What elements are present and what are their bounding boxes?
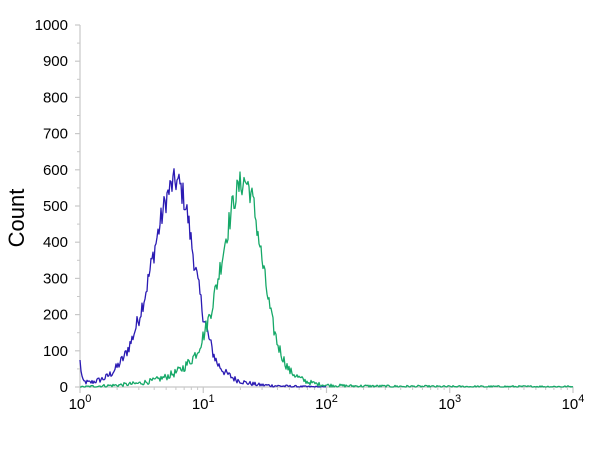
series-layer — [79, 168, 574, 388]
labels: Count 0100200300400500600700800900100010… — [4, 17, 584, 413]
y-axis-title: Count — [4, 189, 29, 248]
y-tick-label: 400 — [43, 234, 68, 251]
y-tick-label: 200 — [43, 307, 68, 324]
y-tick-label: 500 — [43, 198, 68, 215]
y-tick-label: 1000 — [35, 17, 68, 34]
x-tick-label: 103 — [438, 393, 461, 413]
x-tick-label: 101 — [192, 393, 215, 413]
axes — [75, 24, 574, 393]
histogram-series-1 — [79, 168, 327, 388]
x-tick-label: 102 — [315, 393, 338, 413]
y-tick-label: 700 — [43, 126, 68, 143]
x-tick-label: 104 — [562, 393, 585, 413]
y-tick-label: 600 — [43, 162, 68, 179]
x-tick-label: 100 — [69, 393, 92, 413]
histogram-series-2 — [80, 171, 574, 388]
y-tick-label: 100 — [43, 343, 68, 360]
y-tick-label: 900 — [43, 53, 68, 70]
y-tick-label: 300 — [43, 270, 68, 287]
y-tick-label: 0 — [60, 379, 68, 396]
y-tick-label: 800 — [43, 89, 68, 106]
